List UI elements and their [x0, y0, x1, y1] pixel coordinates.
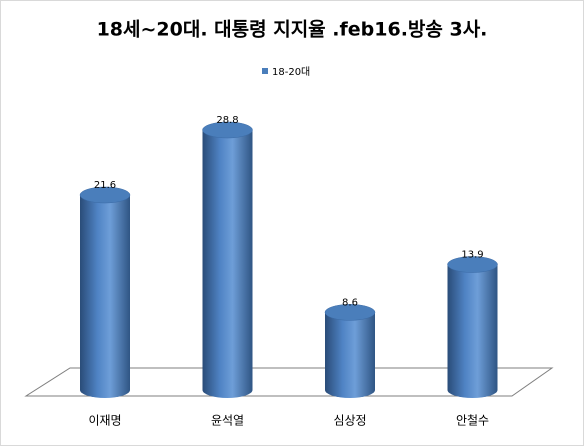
cylinder-body	[447, 264, 498, 398]
x-tick-label: 심상정	[333, 414, 366, 428]
cylinder-top	[202, 121, 253, 139]
legend-label: 18-20대	[272, 66, 310, 78]
cylinder-body	[202, 130, 253, 398]
bar	[447, 256, 498, 398]
floor	[24, 367, 554, 397]
value-label: 8.6	[342, 297, 358, 308]
cylinder-top	[447, 256, 498, 273]
legend: 18-20대	[262, 66, 310, 78]
x-tick-label: 안철수	[456, 414, 489, 428]
cylinder-top	[79, 186, 131, 204]
bar	[202, 121, 253, 398]
legend-swatch	[262, 68, 268, 74]
cylinder-top	[324, 304, 376, 321]
value-label: 28.8	[216, 115, 238, 126]
cylinder-body	[80, 195, 130, 398]
bar	[324, 304, 376, 398]
plot-area: 21.6 28.8 8.6 13.9 이재명 윤석열 심상정 안철수	[79, 115, 498, 428]
value-label: 21.6	[94, 180, 116, 191]
value-label: 13.9	[461, 250, 483, 261]
chart-title: 18세~20대. 대통령 지지율 .feb16.방송 3사.	[97, 19, 488, 41]
x-tick-label: 윤석열	[211, 414, 244, 428]
cylinder-body	[325, 312, 375, 398]
x-tick-label: 이재명	[88, 414, 121, 428]
bar	[79, 186, 131, 398]
